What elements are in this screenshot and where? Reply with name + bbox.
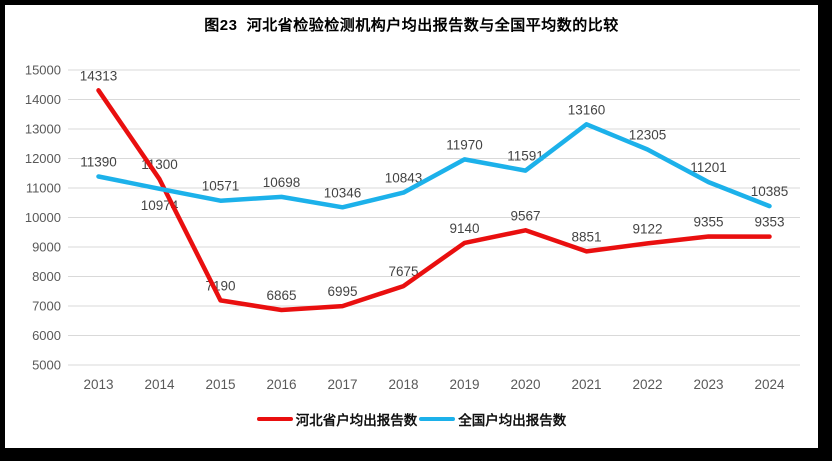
svg-text:14000: 14000 bbox=[25, 92, 61, 107]
svg-text:10000: 10000 bbox=[25, 210, 61, 225]
svg-text:13160: 13160 bbox=[568, 102, 606, 117]
hebei-line-swatch bbox=[256, 417, 293, 421]
svg-text:13000: 13000 bbox=[25, 122, 61, 137]
svg-text:11201: 11201 bbox=[690, 160, 727, 175]
svg-text:8000: 8000 bbox=[32, 269, 61, 284]
svg-text:9355: 9355 bbox=[693, 215, 723, 230]
svg-text:2015: 2015 bbox=[205, 377, 235, 392]
svg-text:10571: 10571 bbox=[202, 179, 240, 194]
svg-text:2014: 2014 bbox=[144, 377, 175, 392]
svg-text:7000: 7000 bbox=[32, 299, 61, 314]
svg-text:7675: 7675 bbox=[388, 264, 418, 279]
svg-text:2018: 2018 bbox=[388, 377, 418, 392]
svg-text:12305: 12305 bbox=[629, 128, 667, 143]
svg-text:9353: 9353 bbox=[754, 215, 784, 230]
svg-text:2013: 2013 bbox=[83, 377, 113, 392]
svg-text:6865: 6865 bbox=[266, 288, 296, 303]
svg-text:11970: 11970 bbox=[446, 137, 483, 152]
svg-text:5000: 5000 bbox=[32, 358, 61, 373]
svg-text:10385: 10385 bbox=[751, 184, 789, 199]
svg-text:6995: 6995 bbox=[327, 284, 357, 299]
svg-text:14313: 14313 bbox=[80, 68, 118, 83]
svg-text:9000: 9000 bbox=[32, 240, 61, 255]
svg-text:11591: 11591 bbox=[507, 149, 544, 164]
svg-text:2016: 2016 bbox=[266, 377, 296, 392]
svg-text:2023: 2023 bbox=[693, 377, 723, 392]
svg-text:10346: 10346 bbox=[324, 185, 362, 200]
svg-text:9140: 9140 bbox=[449, 221, 479, 236]
chart-title: 图23 河北省检验检测机构户均出报告数与全国平均数的比较 bbox=[204, 17, 619, 34]
legend-item-hebei: 河北省户均出报告数 bbox=[256, 409, 418, 429]
svg-text:9567: 9567 bbox=[510, 208, 540, 223]
svg-text:12000: 12000 bbox=[25, 151, 61, 166]
svg-text:6000: 6000 bbox=[32, 328, 61, 343]
national-line-swatch bbox=[419, 417, 456, 421]
legend-item-national: 全国户均出报告数 bbox=[419, 409, 566, 429]
svg-text:10843: 10843 bbox=[385, 171, 423, 186]
svg-text:2024: 2024 bbox=[754, 377, 785, 392]
chart-legend: 河北省户均出报告数 全国户均出报告数 bbox=[5, 409, 818, 429]
svg-text:9122: 9122 bbox=[632, 221, 662, 236]
line-chart-plot: 5000 6000 7000 8000 9000 10000 11000 12000 13000… bbox=[25, 63, 800, 392]
svg-text:11000: 11000 bbox=[26, 181, 61, 196]
svg-text:2020: 2020 bbox=[510, 377, 540, 392]
svg-text:2021: 2021 bbox=[571, 377, 601, 392]
svg-text:11390: 11390 bbox=[80, 155, 117, 170]
legend-label-hebei: 河北省户均出报告数 bbox=[295, 413, 418, 428]
legend-label-national: 全国户均出报告数 bbox=[458, 413, 567, 428]
svg-text:2022: 2022 bbox=[632, 377, 662, 392]
svg-text:15000: 15000 bbox=[25, 63, 61, 78]
svg-text:2019: 2019 bbox=[449, 377, 479, 392]
svg-text:8851: 8851 bbox=[571, 229, 601, 244]
chart-area: 图23 河北省检验检测机构户均出报告数与全国平均数的比较 5000 6000 700… bbox=[5, 5, 818, 448]
svg-text:2017: 2017 bbox=[327, 377, 357, 392]
svg-text:10698: 10698 bbox=[263, 175, 301, 190]
